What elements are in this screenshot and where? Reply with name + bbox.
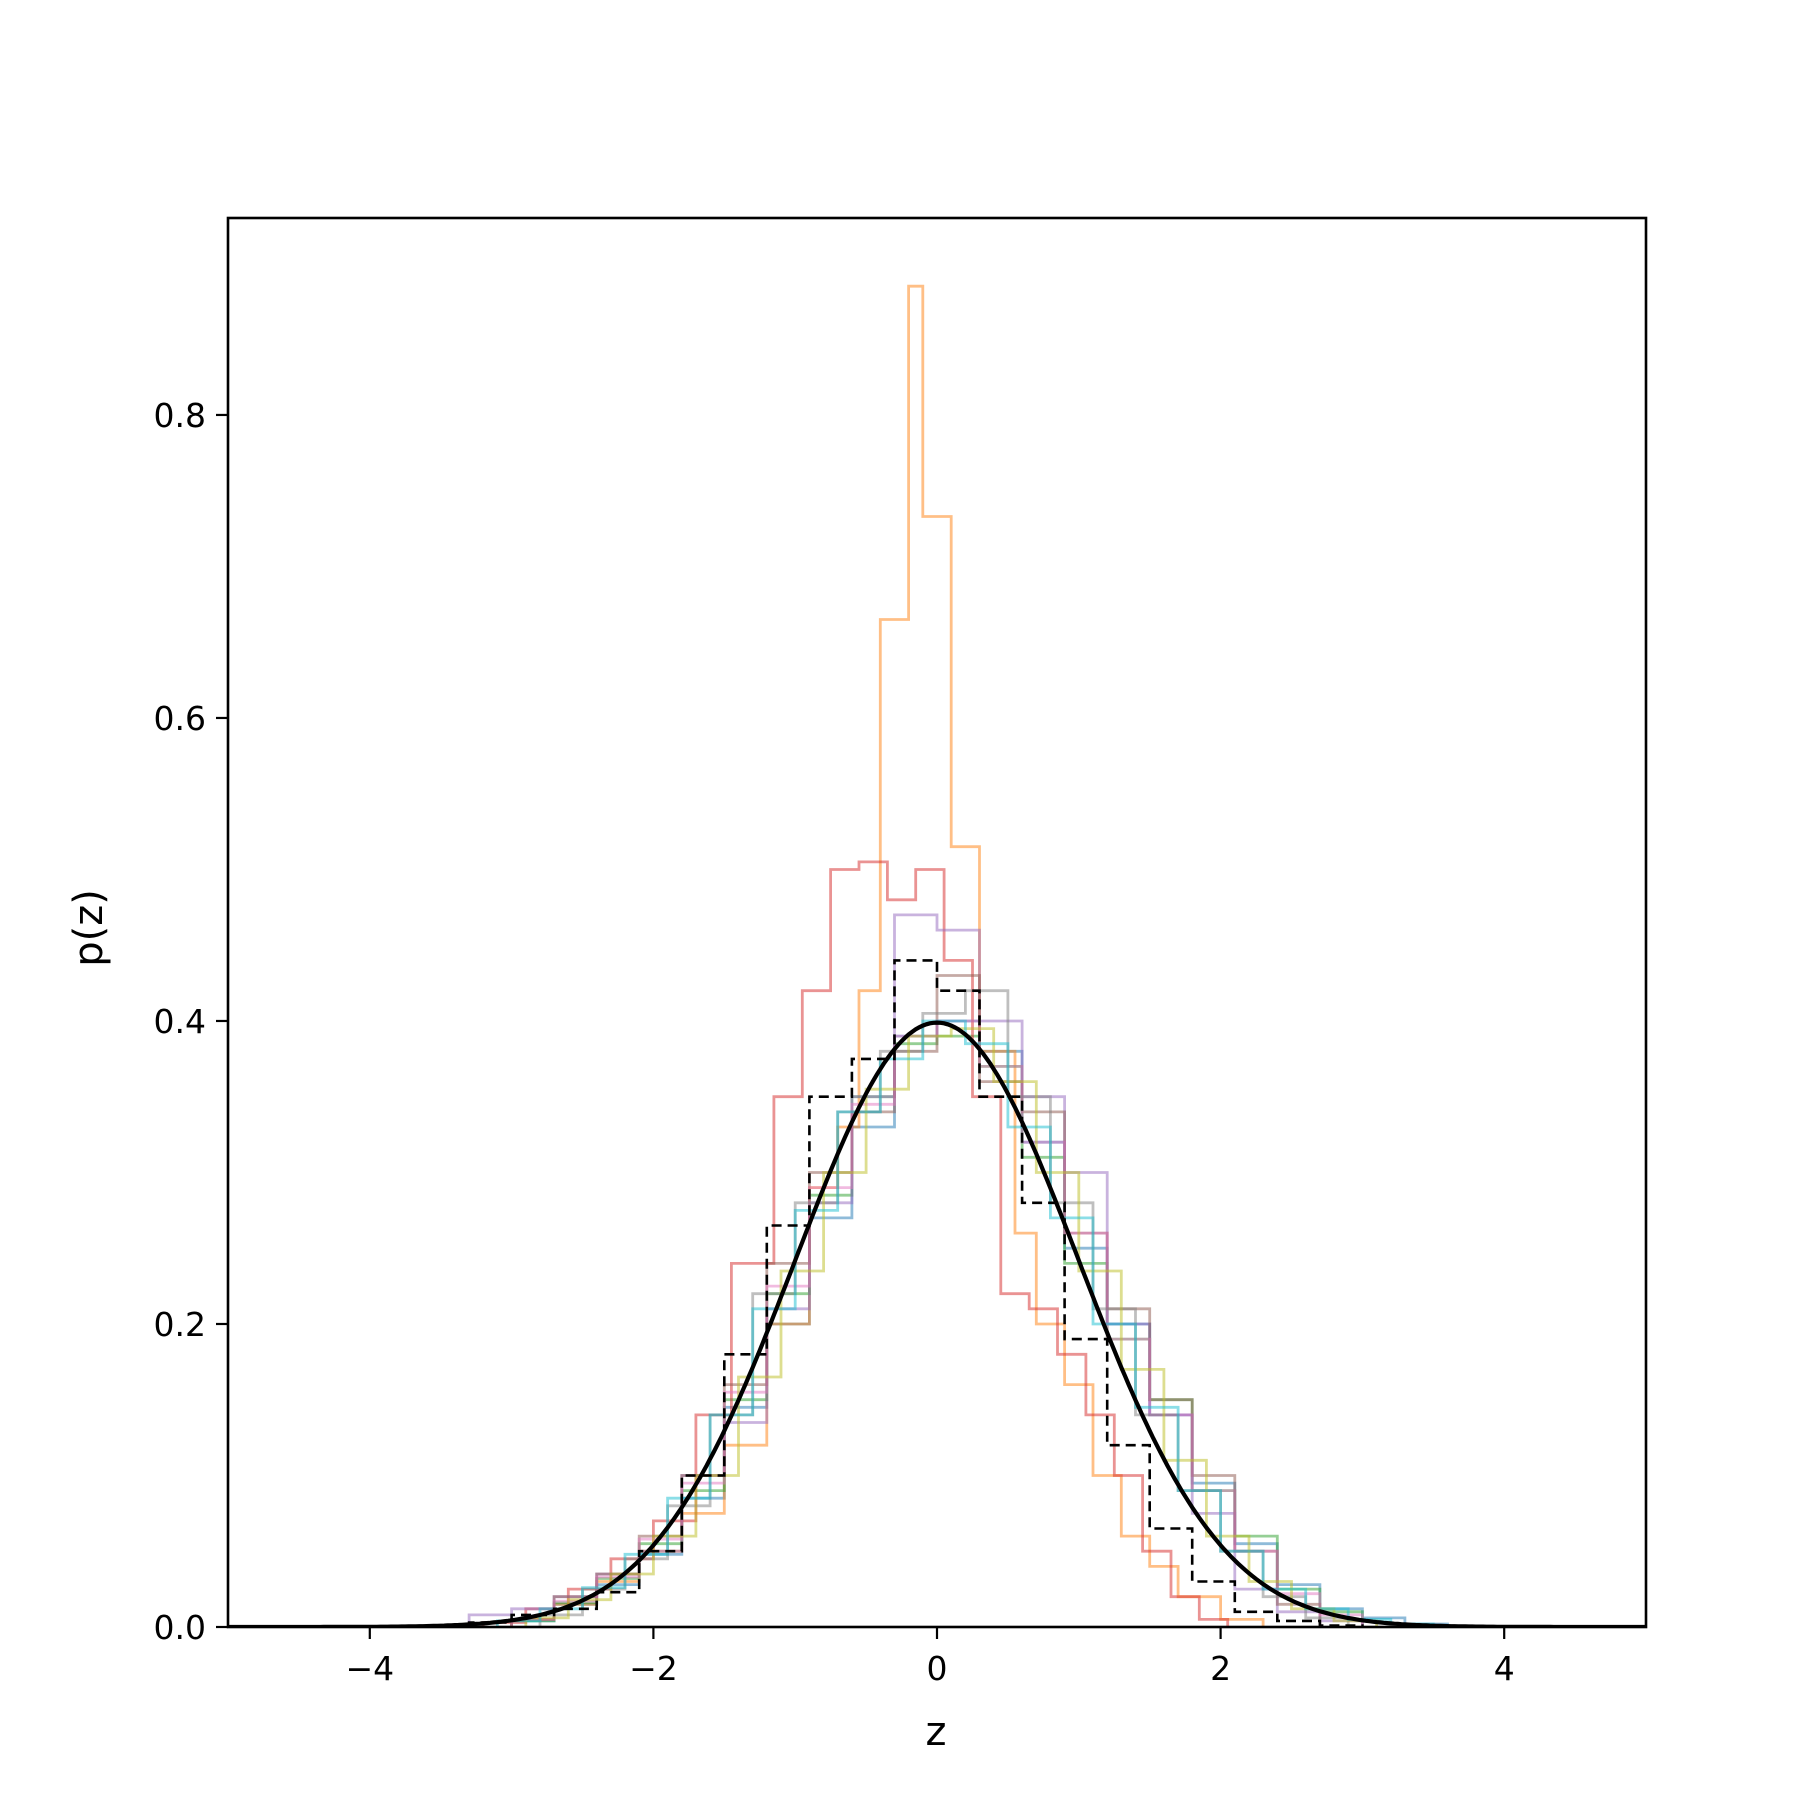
y-tick-label: 0.4 — [154, 1002, 206, 1041]
y-axis-label: p(z) — [66, 889, 112, 967]
y-tick-label: 0.8 — [154, 396, 206, 435]
x-tick-label: 0 — [927, 1649, 948, 1688]
histogram-series-5 — [510, 974, 1322, 1627]
x-axis-label: z — [926, 1709, 947, 1755]
histogram-series-1 — [510, 284, 1265, 1627]
y-tick-label: 0.2 — [154, 1305, 206, 1344]
plot-area — [228, 284, 1646, 1627]
histogram-series-4 — [467, 913, 1364, 1627]
y-tick-label: 0.0 — [154, 1608, 206, 1647]
normal-pdf-curve — [228, 1020, 1646, 1627]
reference-histogram-10 — [467, 959, 1364, 1627]
histogram-series-7 — [538, 989, 1350, 1627]
histogram-series-6 — [510, 1019, 1364, 1627]
histogram-series-9 — [496, 1019, 1435, 1627]
x-tick-label: 4 — [1494, 1649, 1515, 1688]
y-tick-label: 0.6 — [154, 699, 206, 738]
histogram-series-8 — [524, 1027, 1378, 1627]
x-tick-label: −2 — [629, 1649, 678, 1688]
x-tick-label: 2 — [1210, 1649, 1231, 1688]
x-tick-label: −4 — [345, 1649, 394, 1688]
histogram-series-3 — [481, 860, 1230, 1627]
axes: −4 −2 0 2 4 0.0 0.2 0.4 0.6 0.8 — [154, 216, 1648, 1688]
